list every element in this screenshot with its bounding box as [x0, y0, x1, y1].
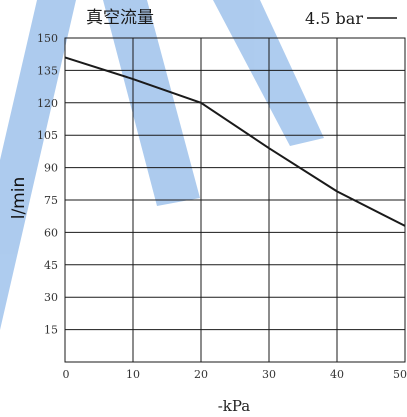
x-tick-label: 0: [63, 368, 70, 381]
y-tick-label: 60: [44, 226, 58, 239]
x-axis-label: -kPa: [218, 397, 251, 415]
y-tick-label: 105: [37, 129, 58, 142]
x-tick-label: 10: [126, 368, 140, 381]
series-line: [64, 56, 406, 227]
x-tick-label: 20: [194, 368, 208, 381]
legend: 4.5 bar: [305, 9, 397, 28]
y-tick-label: 90: [44, 162, 58, 175]
y-tick-label: 15: [44, 324, 58, 337]
grid-lines: [64, 37, 406, 363]
chart-title: 真空流量: [86, 8, 154, 28]
y-axis-label: l/min: [9, 177, 29, 220]
series-layer: [64, 56, 406, 227]
y-tick-label: 45: [44, 259, 58, 272]
y-tick-label: 135: [37, 64, 58, 77]
y-tick-label: 150: [37, 32, 58, 45]
x-tick-label: 40: [330, 368, 344, 381]
y-tick-label: 75: [44, 194, 58, 207]
watermark-stripe-left: [0, 0, 76, 330]
x-tick-label: 50: [393, 368, 407, 381]
x-tick-label: 30: [262, 368, 276, 381]
tick-labels: 0 10 20 30 40 50 15 30 45 60 75 90 105 120 135 150: [37, 32, 407, 381]
y-tick-label: 120: [37, 97, 58, 110]
y-tick-label: 30: [44, 291, 58, 304]
legend-label: 4.5 bar: [305, 9, 363, 28]
